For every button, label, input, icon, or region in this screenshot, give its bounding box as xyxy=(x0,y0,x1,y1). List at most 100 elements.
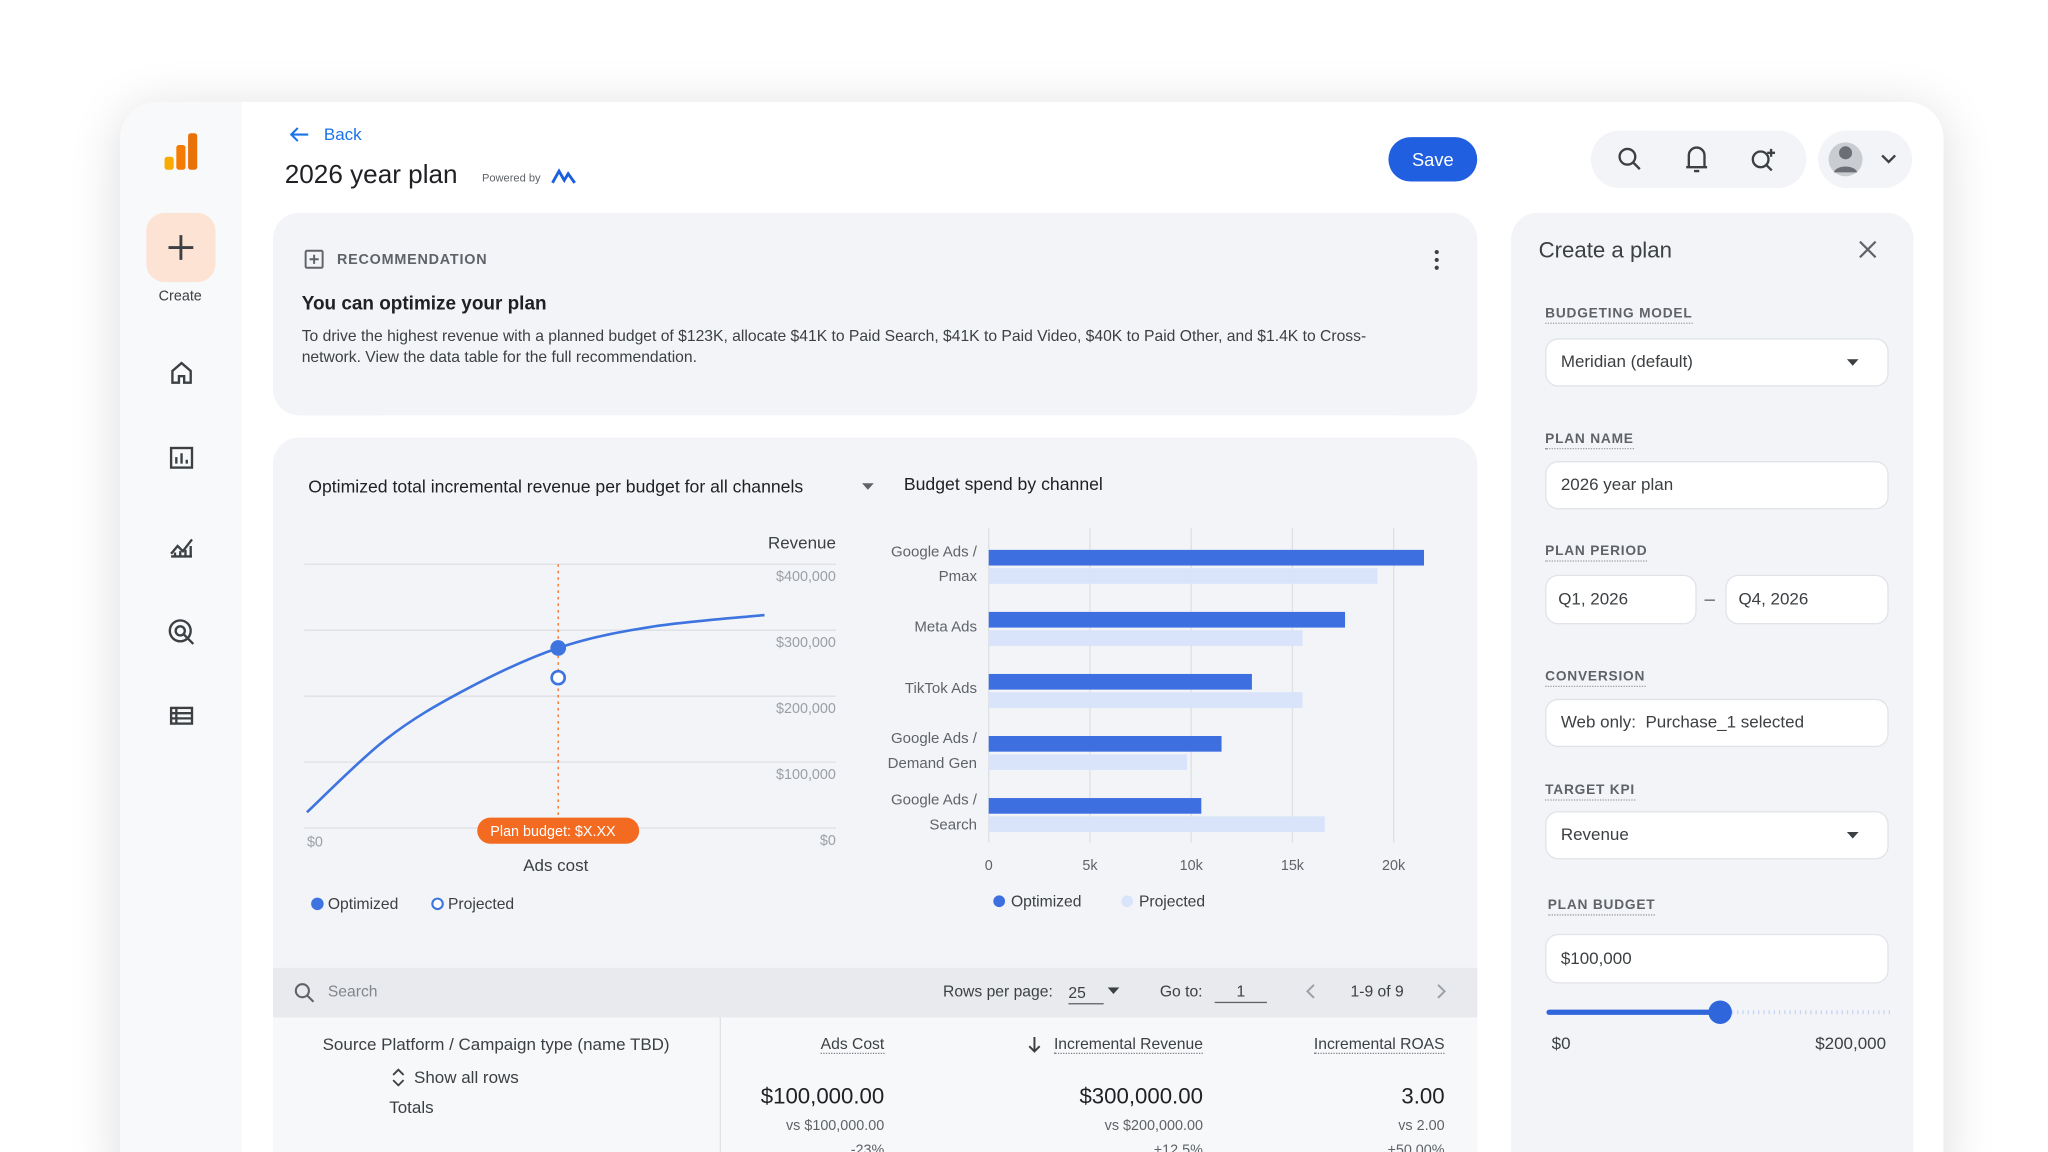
recommendation-card xyxy=(272,212,1478,416)
totals-label: Totals xyxy=(389,1097,434,1117)
go-to-label: Go to: xyxy=(1159,982,1203,1001)
point-marker xyxy=(550,669,567,686)
recommendation-title: You can optimize your plan xyxy=(301,293,547,315)
powered-by: Powered by xyxy=(481,171,541,185)
legend-marker xyxy=(431,897,444,911)
target-kpi-select[interactable] xyxy=(1545,811,1889,860)
bar xyxy=(988,611,1346,628)
budgeting-model-select[interactable] xyxy=(1545,338,1889,387)
field-label: CONVERSION xyxy=(1545,669,1646,688)
field-value: 2026 year plan xyxy=(1560,474,1674,494)
total-change: -23% xyxy=(850,1142,885,1152)
period-start-input[interactable] xyxy=(1545,574,1697,625)
x-tick-label: 20k xyxy=(1382,858,1406,874)
bar xyxy=(988,549,1424,566)
account-menu[interactable] xyxy=(1818,130,1913,189)
slider-min-label: $0 xyxy=(1551,1033,1571,1053)
y-tick-label: $400,000 xyxy=(776,569,836,585)
category-label: Google Ads / Pmax xyxy=(890,544,977,586)
column-header[interactable]: Incremental Revenue xyxy=(1053,1034,1203,1055)
search-icon[interactable] xyxy=(1618,147,1641,170)
logo-bar xyxy=(164,156,174,170)
logo-bar xyxy=(176,144,186,170)
plan-budget-label: Plan budget: $X.XX xyxy=(490,824,616,840)
prev-page[interactable] xyxy=(1304,982,1320,1000)
back-arrow[interactable] xyxy=(287,125,311,143)
meridian-logo xyxy=(551,168,576,184)
slider-max-label: $200,000 xyxy=(1815,1033,1887,1053)
bar xyxy=(988,754,1188,770)
y-tick-label: $200,000 xyxy=(776,701,836,717)
field-value: Q1, 2026 xyxy=(1558,589,1629,609)
expand-icon xyxy=(392,1068,405,1087)
back-link[interactable]: Back xyxy=(323,124,362,144)
total-value: $100,000.00 xyxy=(760,1084,885,1109)
page-title: 2026 year plan xyxy=(284,160,458,190)
total-compare: vs $200,000.00 xyxy=(1104,1118,1203,1134)
account-icons xyxy=(1828,142,1897,177)
total-change: +12.5% xyxy=(1153,1142,1203,1152)
total-compare: vs 2.00 xyxy=(1398,1118,1445,1134)
category-label: Google Ads / Demand Gen xyxy=(887,730,977,772)
x-tick-label: 5k xyxy=(1082,858,1098,874)
more-menu[interactable] xyxy=(1429,247,1445,273)
explore-icon[interactable] xyxy=(170,538,193,558)
x-axis-title: Ads cost xyxy=(523,856,588,875)
toolbar xyxy=(1590,130,1807,189)
panel-title: Create a plan xyxy=(1538,237,1672,263)
plan-name-input[interactable] xyxy=(1545,461,1889,510)
column-header[interactable]: Incremental ROAS xyxy=(1313,1034,1445,1055)
category-label: Google Ads / Search xyxy=(890,792,977,834)
toolbar-icons xyxy=(1618,146,1776,173)
home-icon[interactable] xyxy=(171,361,192,384)
notifications-icon[interactable] xyxy=(1686,146,1708,173)
dropdown-caret xyxy=(1846,359,1859,366)
advertising-icon[interactable] xyxy=(168,619,195,645)
plan-budget-input[interactable] xyxy=(1545,933,1889,984)
legend-marker xyxy=(1121,895,1134,908)
x-tick-label: 15k xyxy=(1281,858,1305,874)
sort-arrow[interactable] xyxy=(1027,1036,1043,1054)
insights-icon[interactable] xyxy=(1751,148,1776,172)
column-header: Source Platform / Campaign type (name TB… xyxy=(322,1034,670,1055)
period-end-input[interactable] xyxy=(1725,574,1889,625)
table-icon[interactable] xyxy=(169,706,194,725)
close-button[interactable] xyxy=(1857,239,1878,260)
conversion-select[interactable] xyxy=(1545,698,1889,748)
search-input[interactable]: Search xyxy=(327,982,378,1001)
total-change: +50.00% xyxy=(1387,1142,1445,1152)
dropdown-caret xyxy=(1107,987,1120,994)
legend-marker xyxy=(311,897,324,911)
logo-bar xyxy=(188,133,198,170)
point-marker xyxy=(550,640,567,656)
field-value: Revenue xyxy=(1560,824,1629,844)
y-tick-label: $300,000 xyxy=(776,635,836,651)
nav-icons xyxy=(168,361,195,725)
field-label: TARGET KPI xyxy=(1545,782,1636,801)
column-header[interactable]: Ads Cost xyxy=(820,1034,885,1055)
page-range: 1-9 of 9 xyxy=(1350,982,1404,1001)
dropdown-caret[interactable] xyxy=(861,482,877,492)
field-value: Q4, 2026 xyxy=(1738,589,1809,609)
show-all-rows[interactable]: Show all rows xyxy=(414,1067,519,1087)
reports-icon[interactable] xyxy=(169,446,194,469)
rows-per-page-select[interactable]: 25 xyxy=(1068,982,1105,1005)
x-tick-label: 10k xyxy=(1180,858,1204,874)
save-button[interactable]: Save xyxy=(1388,137,1478,182)
next-page[interactable] xyxy=(1433,982,1449,1000)
legend-label: Projected xyxy=(448,896,514,913)
period-separator xyxy=(1704,599,1715,601)
total-value: 3.00 xyxy=(1401,1084,1445,1109)
go-to-input[interactable]: 1 xyxy=(1214,981,1267,1004)
legend-label: Optimized xyxy=(1011,893,1081,910)
line-chart-title[interactable]: Optimized total incremental revenue per … xyxy=(308,476,804,497)
bar xyxy=(988,692,1303,708)
search-icon xyxy=(294,983,315,1003)
bar xyxy=(988,816,1325,832)
field-label: PLAN NAME xyxy=(1545,431,1634,450)
create-button[interactable] xyxy=(146,212,216,283)
y-tick-label: $0 xyxy=(820,833,836,849)
slider-thumb[interactable] xyxy=(1708,1000,1732,1024)
